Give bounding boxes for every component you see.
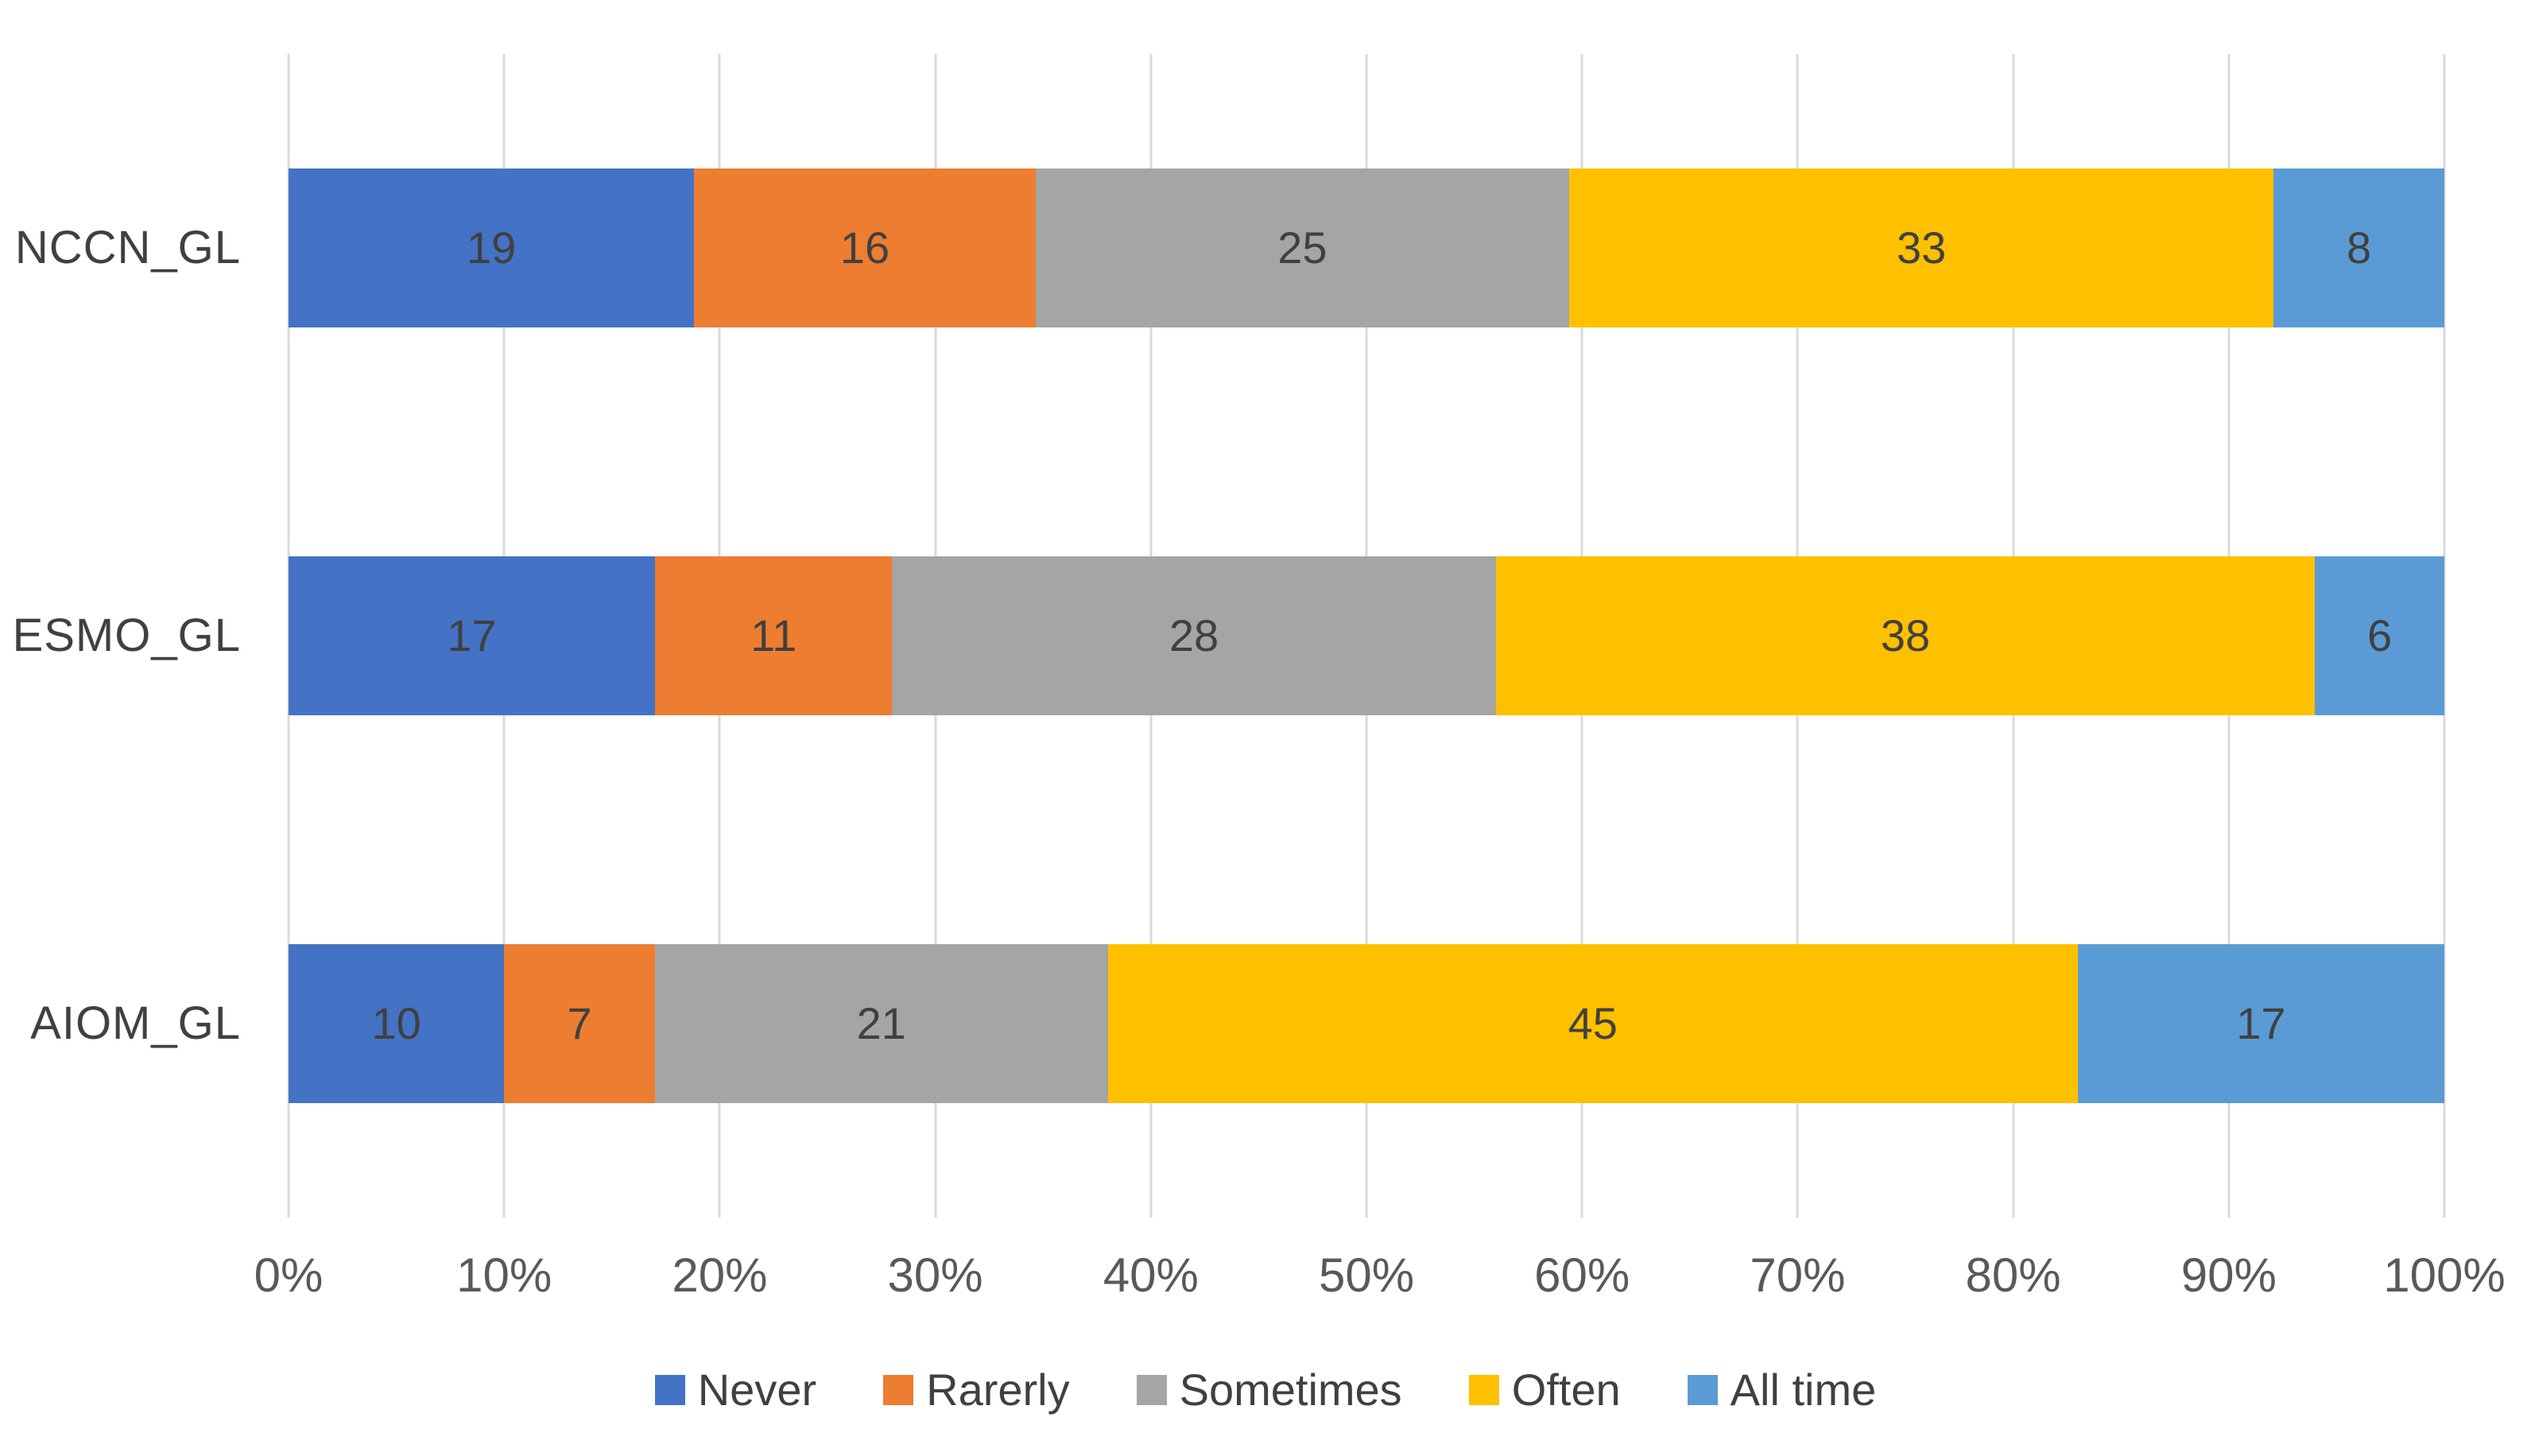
data-label: 21 xyxy=(856,998,906,1049)
legend-label: Often xyxy=(1511,1365,1621,1415)
x-tick-label: 40% xyxy=(1103,1249,1199,1302)
x-tick-label: 80% xyxy=(1965,1249,2061,1302)
category-row: AIOM_GL 10 7 21 45 17 xyxy=(30,830,2444,1218)
data-label: 25 xyxy=(1277,223,1328,273)
category-label: NCCN_GL xyxy=(14,222,241,274)
bar-segment-sometimes: 25 xyxy=(1035,168,1570,327)
category-label: ESMO_GL xyxy=(12,610,241,662)
x-tick-label: 100% xyxy=(2383,1249,2506,1302)
legend-label: Never xyxy=(697,1365,817,1415)
legend-label: Rarerly xyxy=(926,1365,1070,1415)
data-label: 19 xyxy=(466,223,517,273)
x-tick-label: 30% xyxy=(887,1249,983,1302)
legend-swatch-icon xyxy=(1136,1374,1167,1405)
bar-segment-all-time: 17 xyxy=(2077,943,2444,1103)
bar-segment-often: 45 xyxy=(1107,943,2078,1103)
bar-segment-often: 38 xyxy=(1495,556,2316,715)
legend-item-often: Often xyxy=(1468,1364,1621,1415)
bar-segment-sometimes: 21 xyxy=(655,943,1108,1103)
x-tick-label: 60% xyxy=(1534,1249,1630,1302)
category-row: ESMO_GL 17 11 28 38 6 xyxy=(13,442,2444,830)
bar-segment-rarerly: 7 xyxy=(504,943,656,1103)
legend-label: All time xyxy=(1730,1365,1877,1415)
category-label: AIOM_GL xyxy=(30,997,241,1050)
bar-segment-all-time: 6 xyxy=(2315,556,2444,715)
data-label: 33 xyxy=(1896,223,1947,273)
bar-segment-never: 17 xyxy=(289,556,656,715)
legend: Never Rarerly Sometimes Often All time xyxy=(0,1364,2531,1415)
data-label: 28 xyxy=(1169,610,1219,661)
category-row: NCCN_GL 19 16 25 33 8 xyxy=(15,54,2444,442)
x-tick-label: 90% xyxy=(2180,1249,2277,1302)
legend-swatch-icon xyxy=(1687,1374,1718,1405)
x-axis: 0% 10% 20% 30% 40% 50% 60% 70% 80% 90% 100% xyxy=(254,1248,2506,1319)
data-label: 16 xyxy=(839,223,890,273)
legend-item-rarerly: Rarerly xyxy=(883,1364,1070,1415)
stacked-bar: 17 11 28 38 6 xyxy=(289,556,2444,715)
legend-label: Sometimes xyxy=(1179,1365,1402,1415)
bar-segment-rarerly: 16 xyxy=(694,168,1036,327)
bar-segment-never: 19 xyxy=(289,168,695,327)
data-label: 10 xyxy=(371,998,421,1049)
plot-area: NCCN_GL 19 16 25 33 8 ESMO_GL 17 11 28 38 6 AIOM_GL 1… xyxy=(13,54,2446,1218)
legend-item-never: Never xyxy=(654,1364,817,1415)
bar-segment-never: 10 xyxy=(289,943,505,1103)
data-label: 45 xyxy=(1568,998,1618,1049)
stacked-bar: 10 7 21 45 17 xyxy=(289,943,2444,1103)
data-label: 38 xyxy=(1880,610,1931,661)
x-tick-label: 0% xyxy=(254,1249,324,1302)
gridline xyxy=(2443,54,2446,1218)
x-tick-label: 70% xyxy=(1750,1249,1846,1302)
x-tick-label: 20% xyxy=(672,1249,768,1302)
bar-segment-rarerly: 11 xyxy=(655,556,893,715)
data-label: 17 xyxy=(447,610,497,661)
stacked-bar: 19 16 25 33 8 xyxy=(289,168,2444,327)
bar-segment-sometimes: 28 xyxy=(892,556,1496,715)
data-label: 17 xyxy=(2236,998,2286,1049)
bar-segment-all-time: 8 xyxy=(2273,168,2444,327)
data-label: 8 xyxy=(2346,223,2372,273)
data-label: 7 xyxy=(567,998,592,1049)
legend-item-all-time: All time xyxy=(1687,1364,1877,1415)
x-tick-label: 50% xyxy=(1318,1249,1415,1302)
data-label: 11 xyxy=(750,610,797,661)
x-tick-label: 10% xyxy=(456,1249,552,1302)
data-label: 6 xyxy=(2367,610,2393,661)
legend-swatch-icon xyxy=(654,1374,685,1405)
legend-swatch-icon xyxy=(1468,1374,1499,1405)
legend-item-sometimes: Sometimes xyxy=(1136,1364,1402,1415)
legend-swatch-icon xyxy=(883,1374,914,1405)
bar-segment-often: 33 xyxy=(1569,168,2274,327)
